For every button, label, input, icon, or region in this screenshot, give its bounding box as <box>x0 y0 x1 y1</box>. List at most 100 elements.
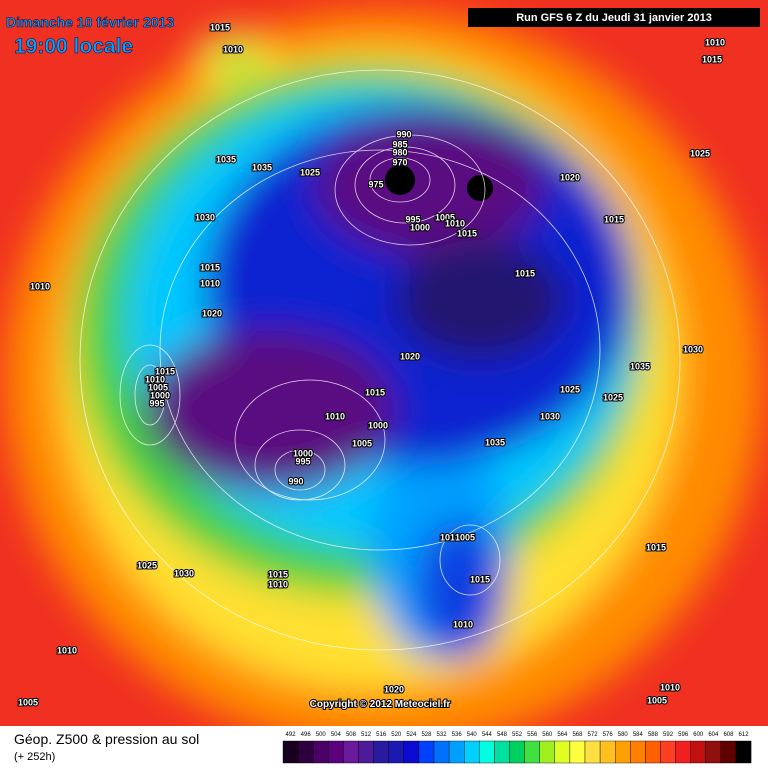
colorbar-swatch <box>418 740 435 764</box>
colorbar-swatch <box>735 740 752 764</box>
isobar-label: 1035 <box>630 361 650 371</box>
colorbar-swatch <box>403 740 420 764</box>
colorbar-swatch <box>539 740 556 764</box>
colorbar-label: 504 <box>331 732 342 738</box>
colorbar-label: 524 <box>406 732 417 738</box>
colorbar-label: 512 <box>361 732 372 738</box>
colorbar-swatch <box>615 740 631 764</box>
isobar-label: 1000 <box>368 420 388 430</box>
isobar-label: 1005 <box>455 532 475 542</box>
colorbar-swatch <box>554 740 571 764</box>
isobar-label: 990 <box>396 129 411 139</box>
colorbar-label: 584 <box>633 732 644 738</box>
colorbar-label: 568 <box>572 732 583 738</box>
isobar-label: 1015 <box>515 268 535 278</box>
colorbar-label: 564 <box>557 732 568 738</box>
isobar-label: 1010 <box>705 37 725 47</box>
isobar-label: 1015 <box>457 228 477 238</box>
colorbar-swatch <box>569 740 586 764</box>
isobar-label: 1010 <box>440 532 460 542</box>
colorbar-label: 516 <box>376 732 387 738</box>
isobar-label: 1015 <box>155 366 175 376</box>
colorbar-label: 492 <box>286 732 297 738</box>
colorbar-label: 600 <box>693 732 704 738</box>
isobar-label: 1010 <box>145 374 165 384</box>
colorbar-swatch <box>675 740 691 764</box>
isobar-label: 1005 <box>148 382 168 392</box>
isobar-label: 1015 <box>470 574 490 584</box>
isobar-label: 1030 <box>195 212 215 222</box>
isobar-label: 990 <box>288 476 303 486</box>
isobar-label: 1030 <box>174 568 194 578</box>
isobar-label: 1015 <box>604 214 624 224</box>
colorbar-label: 576 <box>603 732 614 738</box>
colorbar-swatch <box>328 740 344 764</box>
colorbar-label: 508 <box>346 732 357 738</box>
isobar-label: 1030 <box>540 411 560 421</box>
colorbar-label: 608 <box>723 732 734 738</box>
isobar-label: 1010 <box>200 278 220 288</box>
colorbar-swatch <box>720 740 737 764</box>
isobar-label: 1005 <box>18 697 38 707</box>
isobar-label: 1000 <box>150 390 170 400</box>
isobar-label: 1005 <box>435 212 455 222</box>
isobar-label: 1010 <box>223 44 243 54</box>
colorbar-swatch <box>494 740 510 764</box>
isobar-label: 1015 <box>210 22 230 32</box>
colorbar-swatch <box>373 740 389 764</box>
isobar-label: 1010 <box>268 579 288 589</box>
isobar-label: 1035 <box>485 437 505 447</box>
map-field <box>0 0 768 750</box>
isobar-label: 995 <box>149 398 164 408</box>
colorbar-label: 560 <box>542 732 553 738</box>
isobar-label: 1010 <box>660 682 680 692</box>
colorbar-label: 540 <box>467 732 478 738</box>
colorbar-label: 496 <box>301 732 312 738</box>
isobar-label: 1010 <box>453 619 473 629</box>
isobar-label: 995 <box>405 214 420 224</box>
colorbar-label: 588 <box>648 732 659 738</box>
copyright: Copyright © 2012 Meteociel.fr <box>310 699 451 710</box>
colorbar-swatch <box>509 740 525 764</box>
colorbar-swatch <box>297 740 314 764</box>
isobar-label: 1015 <box>702 54 722 64</box>
isobar-label: 1005 <box>647 695 667 705</box>
colorbar-swatch <box>343 740 359 764</box>
footer-title: Géop. Z500 & pression au sol <box>14 731 199 747</box>
isobar-label: 1015 <box>365 387 385 397</box>
colorbar-label: 612 <box>739 732 750 738</box>
colorbar-label: 592 <box>663 732 674 738</box>
colorbar-swatch <box>630 740 646 764</box>
colorbar-swatch <box>358 740 374 764</box>
colorbar-swatch <box>479 740 495 764</box>
colorbar-label: 520 <box>391 732 402 738</box>
isobar-label: 975 <box>368 179 383 189</box>
colorbar-label: 544 <box>482 732 493 738</box>
colorbar-swatch <box>599 740 616 764</box>
colorbar-label: 552 <box>512 732 523 738</box>
isobar-label: 1020 <box>400 351 420 361</box>
isobar-label: 1010 <box>445 218 465 228</box>
colorbar-swatch <box>464 740 480 764</box>
date: Dimanche 10 février 2013 <box>6 14 174 30</box>
colorbar-label: 580 <box>618 732 629 738</box>
colorbar-label: 528 <box>421 732 432 738</box>
colorbar-swatch <box>313 740 329 764</box>
footer-lead: (+ 252h) <box>14 751 55 763</box>
colorbar-swatch <box>282 740 299 764</box>
colorbar-label: 596 <box>678 732 689 738</box>
run-box <box>468 8 760 27</box>
time: 19:00 locale <box>14 35 133 58</box>
isobar-label: 985 <box>392 139 407 149</box>
colorbar-swatch <box>448 740 465 764</box>
colorbar-swatch <box>388 740 405 764</box>
isobar-label: 1025 <box>300 167 320 177</box>
isobar-label: 1035 <box>216 154 236 164</box>
colorbar-swatch <box>524 740 540 764</box>
isobar-label: 1020 <box>384 684 404 694</box>
isobar-label: 1020 <box>560 172 580 182</box>
isobar-label: 1030 <box>683 344 703 354</box>
run-info: Run GFS 6 Z du Jeudi 31 janvier 2013 <box>516 12 712 24</box>
isobar-label: 1005 <box>352 438 372 448</box>
